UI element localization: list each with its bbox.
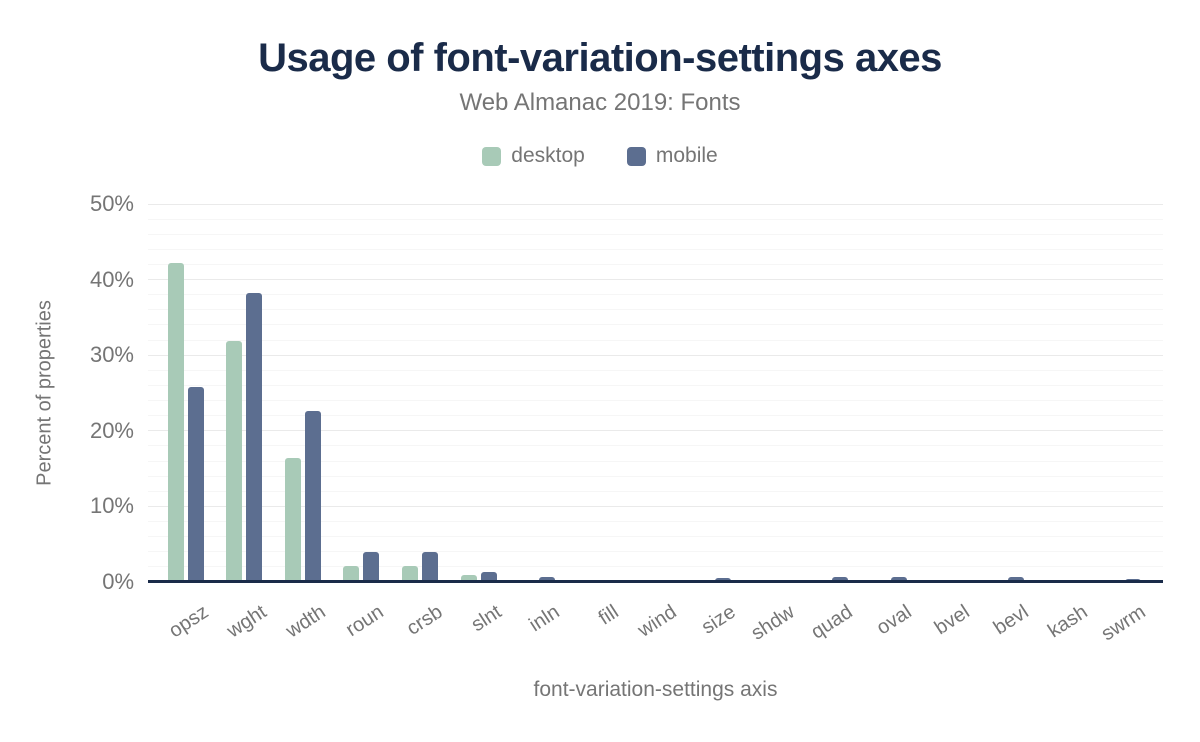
minor-gridline: [148, 521, 1163, 523]
bar-desktop-roun: [343, 566, 360, 582]
legend-swatch-desktop: [482, 146, 502, 166]
minor-gridline: [148, 233, 1163, 235]
bar-desktop-wght: [226, 340, 243, 582]
legend-item-desktop: desktop: [482, 144, 585, 168]
bar-mobile-oval: [890, 577, 907, 582]
bar-mobile-opsz: [187, 386, 204, 582]
bar-mobile-wdth: [304, 411, 321, 582]
bar-desktop-crsb: [401, 566, 418, 582]
minor-gridline: [148, 324, 1163, 326]
minor-gridline: [148, 445, 1163, 447]
bar-mobile-wght: [246, 293, 263, 582]
bar-mobile-roun: [363, 551, 380, 582]
y-tick-label: 50%: [89, 191, 134, 216]
legend-label-mobile: mobile: [655, 144, 718, 167]
minor-gridline: [148, 475, 1163, 477]
x-axis-baseline: [148, 580, 1163, 583]
major-gridline: [148, 354, 1163, 356]
y-tick-label: 10%: [89, 493, 134, 519]
y-tick-label: 30%: [89, 342, 134, 368]
bar-desktop-opsz: [167, 262, 184, 582]
legend: desktop mobile: [0, 144, 1200, 168]
chart-subtitle: Web Almanac 2019: Fonts: [459, 89, 741, 116]
bar-mobile-bevl: [1007, 577, 1024, 582]
minor-gridline: [148, 263, 1163, 265]
y-tick-label: 40%: [89, 266, 134, 292]
y-tick-label: 20%: [89, 417, 134, 443]
y-tick-label: 0%: [102, 569, 134, 594]
minor-gridline: [148, 536, 1163, 538]
major-gridline: [148, 430, 1163, 432]
minor-gridline: [148, 369, 1163, 371]
minor-gridline: [148, 294, 1163, 296]
legend-label-desktop: desktop: [511, 144, 585, 167]
x-axis-title: font-variation-settings axis: [533, 678, 778, 701]
chart-title: Usage of font-variation-settings axes: [258, 36, 942, 80]
minor-gridline: [148, 248, 1163, 250]
minor-gridline: [148, 566, 1163, 568]
minor-gridline: [148, 384, 1163, 386]
minor-gridline: [148, 460, 1163, 462]
bar-mobile-slnt: [480, 572, 497, 582]
minor-gridline: [148, 218, 1163, 220]
minor-gridline: [148, 490, 1163, 492]
bar-mobile-inln: [539, 577, 556, 582]
y-axis-ticks: 0% 10% 20% 30% 40% 50%: [0, 191, 140, 594]
legend-swatch-mobile: [626, 146, 646, 166]
plot-area: [148, 203, 1163, 583]
minor-gridline: [148, 400, 1163, 402]
major-gridline: [148, 203, 1163, 205]
minor-gridline: [148, 309, 1163, 311]
minor-gridline: [148, 339, 1163, 341]
legend-item-mobile: mobile: [626, 144, 718, 168]
major-gridline: [148, 279, 1163, 281]
minor-gridline: [148, 551, 1163, 553]
major-gridline: [148, 505, 1163, 507]
x-axis-labels: opsz wght wdth roun crsb slnt inln fill wind size…: [148, 592, 1163, 672]
bar-mobile-quad: [832, 577, 849, 582]
bar-desktop-wdth: [284, 458, 301, 582]
bar-desktop-slnt: [460, 575, 477, 582]
bar-mobile-crsb: [421, 551, 438, 582]
minor-gridline: [148, 415, 1163, 417]
